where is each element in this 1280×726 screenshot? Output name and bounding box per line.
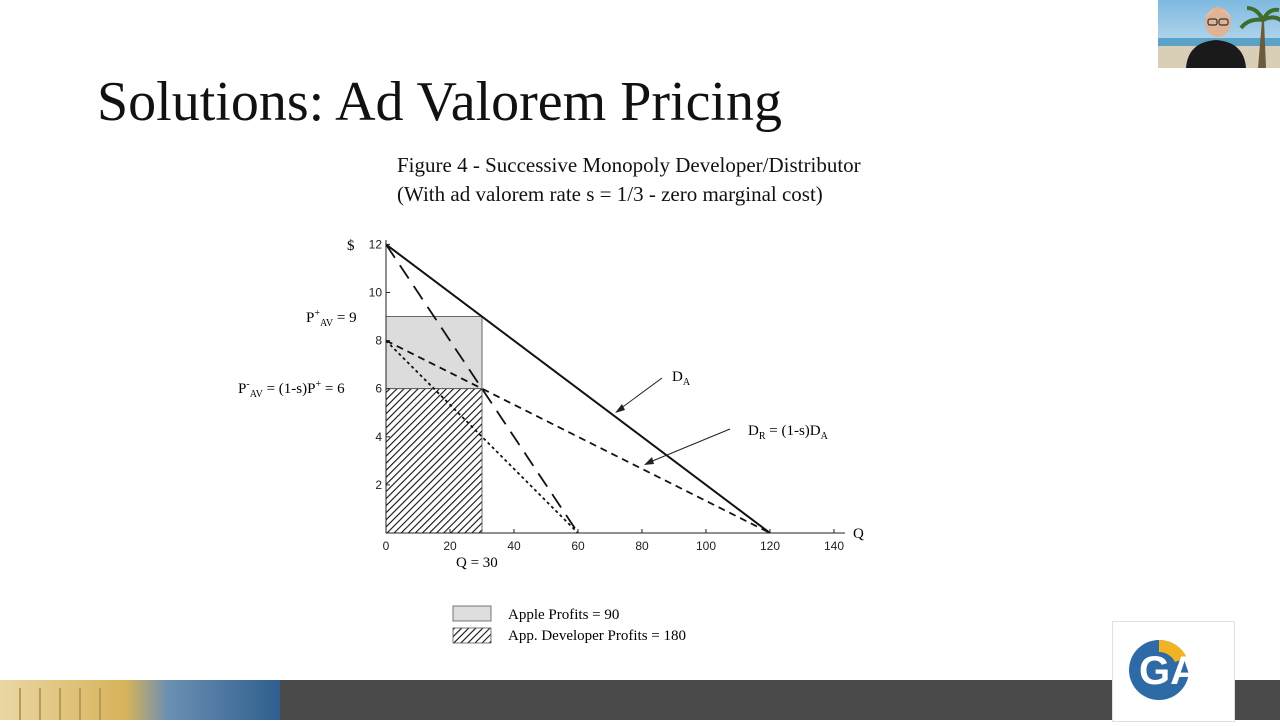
x-tick-label: 60 [571,539,585,553]
p-minus-letter: P [238,381,246,397]
p-minus-sub: AV [250,389,264,400]
legend-swatch-gray [452,605,492,622]
p-plus-letter: P [306,310,314,326]
region-developer-profits [385,388,483,534]
p-plus-sup: + [314,308,320,319]
gai-logo: GAI [1112,621,1235,722]
ticks-layer: 0 20 40 60 80 100 120 140 2 4 6 8 10 12 [369,237,845,553]
x-tick-label: 80 [635,539,649,553]
y-tick-label: 8 [375,334,382,348]
p-minus-value-end: = 6 [321,381,345,397]
y-axis-label: $ [347,238,355,254]
figure-title: Figure 4 - Successive Monopoly Developer… [397,151,861,209]
figure-title-line1: Figure 4 - Successive Monopoly Developer… [397,153,861,177]
da-arrow [619,377,663,410]
line-mr-a [385,243,579,534]
figure-title-line2: (With ad valorem rate s = 1/3 - zero mar… [397,182,823,206]
legend-label-apple: Apple Profits = 90 [508,607,619,623]
x-tick-label: 140 [824,539,844,553]
lines-layer [385,243,771,534]
y-tick-label: 2 [375,478,382,492]
dr-arrow [649,428,731,463]
x-tick-label: 40 [507,539,521,553]
dr-eq: = (1-s)D [766,423,821,439]
line-da [385,243,771,534]
footer-banner-graphic [0,680,280,720]
x-tick-label: 20 [443,539,457,553]
y-tick-label: 6 [375,382,382,396]
da-arrowhead [615,404,625,413]
x-tick-label: 100 [696,539,716,553]
dr-eq-sub: A [821,431,829,442]
dr-arrowhead [644,457,654,465]
y-tick-label: 4 [375,430,382,444]
da-sub: A [683,377,691,388]
p-minus-annotation: P-AV = (1-s)P+ = 6 [238,379,345,400]
dr-sub: R [759,431,766,442]
regions-layer [385,316,483,534]
legend-swatch-hatch [452,627,492,644]
p-plus-sub: AV [320,318,334,329]
legend-label-developer: App. Developer Profits = 180 [508,628,686,644]
region-apple-profits [385,316,483,390]
da-letter: D [672,369,683,385]
p-minus-value: = (1-s)P [263,381,316,397]
x-tick-label: 0 [383,539,390,553]
y-tick-label: 10 [369,286,383,300]
p-plus-value: = 9 [333,310,356,326]
y-tick-label: 12 [369,237,383,251]
dr-label: DR = (1-s)DA [748,423,829,442]
q-annotation: Q = 30 [456,555,498,571]
p-minus-sup: - [246,379,249,390]
p-minus-value-sup: + [315,379,321,390]
p-plus-annotation: P+AV = 9 [306,308,357,329]
gai-logo-graphic: GAI [1129,639,1210,700]
dr-letter: D [748,423,759,439]
presenter-webcam [1158,0,1280,68]
logo-text: GAI [1139,649,1210,693]
x-axis-label: Q [853,526,864,542]
webcam-image [1158,0,1280,68]
x-tick-label: 120 [760,539,780,553]
slide-title: Solutions: Ad Valorem Pricing [97,71,782,133]
footer-banner-image [0,680,280,720]
da-label: DA [672,369,691,388]
